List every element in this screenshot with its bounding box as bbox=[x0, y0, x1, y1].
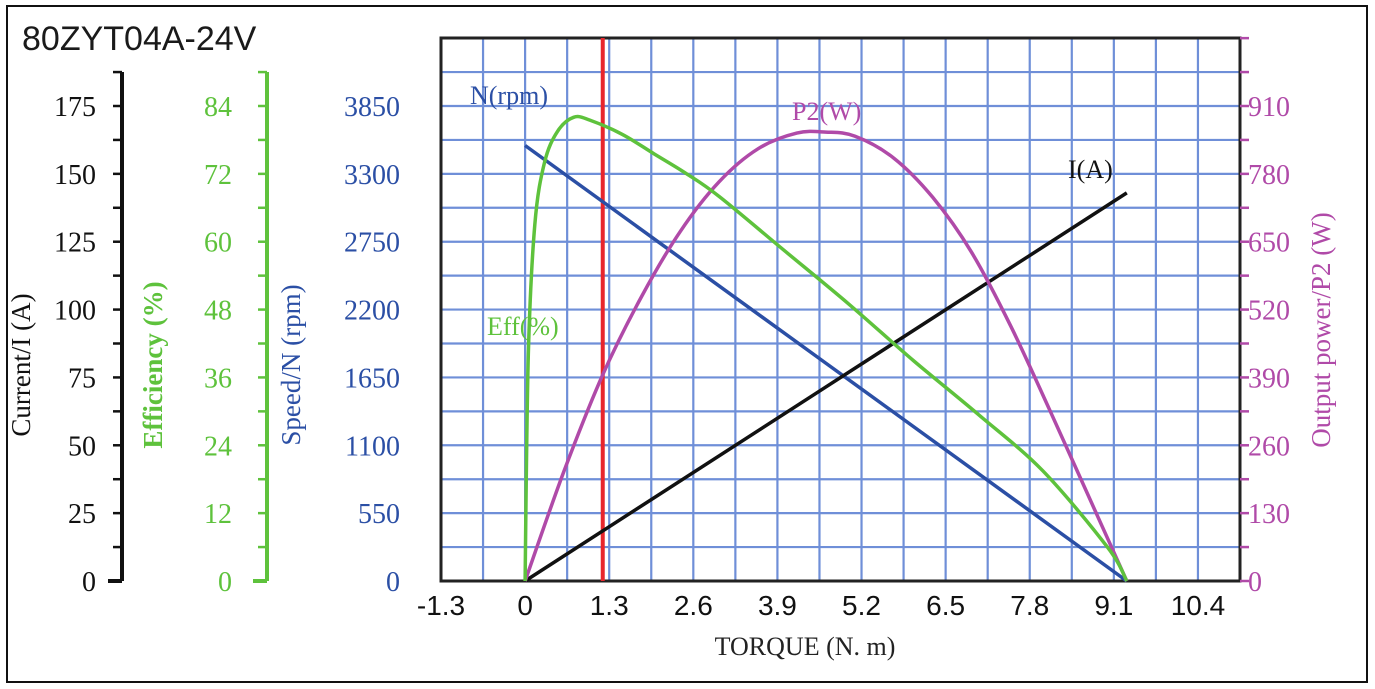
curve-label-nrpm: N(rpm) bbox=[470, 81, 548, 110]
power-tick-label: 910 bbox=[1248, 92, 1290, 123]
x-tick-label: 5.2 bbox=[842, 590, 881, 621]
x-tick-label: 7.8 bbox=[1010, 590, 1049, 621]
curve-ia bbox=[524, 191, 1128, 583]
left-axes: 0 25 50 75 100 125 150 175 Current/I (A) 0 12 24 36 4… bbox=[6, 70, 400, 598]
power-tick-label: 0 bbox=[1248, 567, 1262, 598]
x-tick-label: 1.3 bbox=[590, 590, 629, 621]
efficiency-tick-label: 72 bbox=[204, 160, 232, 191]
efficiency-tick-label: 12 bbox=[204, 499, 232, 530]
plot-grid bbox=[439, 36, 1242, 583]
efficiency-tick-label: 0 bbox=[218, 567, 232, 598]
curve-label-eff: Eff(%) bbox=[487, 312, 559, 341]
current-axis-title: Current/I (A) bbox=[6, 293, 36, 436]
efficiency-tick-label: 60 bbox=[204, 228, 232, 259]
efficiency-tick-label: 84 bbox=[204, 92, 232, 123]
current-tick-label: 100 bbox=[54, 296, 96, 327]
curve-nrpm bbox=[524, 144, 1128, 583]
power-axis-title: Output power/P2 (W) bbox=[1306, 212, 1336, 447]
x-tick-label: 0 bbox=[517, 590, 533, 621]
power-tick-label: 650 bbox=[1248, 228, 1290, 259]
x-tick-label: 2.6 bbox=[674, 590, 713, 621]
chart-border bbox=[6, 5, 1368, 683]
x-tick-label: 6.5 bbox=[926, 590, 965, 621]
speed-tick-label: 550 bbox=[358, 499, 400, 530]
curves bbox=[523, 114, 1129, 583]
efficiency-axis-title: Efficiency (%) bbox=[138, 281, 168, 448]
power-tick-label: 780 bbox=[1248, 160, 1290, 191]
speed-tick-label: 2750 bbox=[344, 228, 400, 259]
efficiency-tick-label: 36 bbox=[204, 363, 232, 394]
efficiency-tick-label: 48 bbox=[204, 296, 232, 327]
current-tick-label: 75 bbox=[68, 363, 96, 394]
x-axis: -1.3 0 1.3 2.6 3.9 5.2 6.5 7.8 9.1 10.4 bbox=[417, 590, 1225, 621]
speed-tick-label: 2200 bbox=[344, 296, 400, 327]
power-tick-label: 130 bbox=[1248, 499, 1290, 530]
speed-tick-label: 0 bbox=[386, 567, 400, 598]
current-tick-label: 0 bbox=[82, 567, 96, 598]
curve-label-p2w: P2(W) bbox=[792, 97, 861, 126]
power-tick-label: 390 bbox=[1248, 363, 1290, 394]
chart-title: 80ZYT04A-24V bbox=[22, 20, 257, 58]
power-tick-label: 260 bbox=[1248, 431, 1290, 462]
curve-labels: N(rpm) I(A) P2(W) Eff(%) bbox=[470, 81, 1113, 341]
x-axis-title: TORQUE (N. m) bbox=[715, 632, 896, 661]
current-tick-label: 175 bbox=[54, 92, 96, 123]
x-tick-label: 9.1 bbox=[1094, 590, 1133, 621]
current-tick-label: 25 bbox=[68, 499, 96, 530]
speed-tick-label: 1100 bbox=[345, 431, 400, 462]
right-axis: 0 130 260 390 520 650 780 910 Output power/P2 (W… bbox=[1240, 36, 1336, 598]
power-tick-label: 520 bbox=[1248, 296, 1290, 327]
speed-tick-label: 1650 bbox=[344, 363, 400, 394]
x-tick-label: 10.4 bbox=[1171, 590, 1226, 621]
curve-label-ia: I(A) bbox=[1068, 155, 1113, 184]
curve-p2w bbox=[523, 129, 1129, 582]
current-tick-label: 150 bbox=[54, 160, 96, 191]
efficiency-tick-label: 24 bbox=[204, 431, 232, 462]
speed-tick-label: 3300 bbox=[344, 160, 400, 191]
curve-eff bbox=[523, 114, 1129, 582]
speed-axis-title: Speed/N (rpm) bbox=[276, 284, 306, 445]
speed-tick-label: 3850 bbox=[344, 92, 400, 123]
x-tick-label: 3.9 bbox=[758, 590, 797, 621]
current-tick-label: 50 bbox=[68, 431, 96, 462]
current-tick-label: 125 bbox=[54, 228, 96, 259]
x-tick-label: -1.3 bbox=[417, 590, 465, 621]
